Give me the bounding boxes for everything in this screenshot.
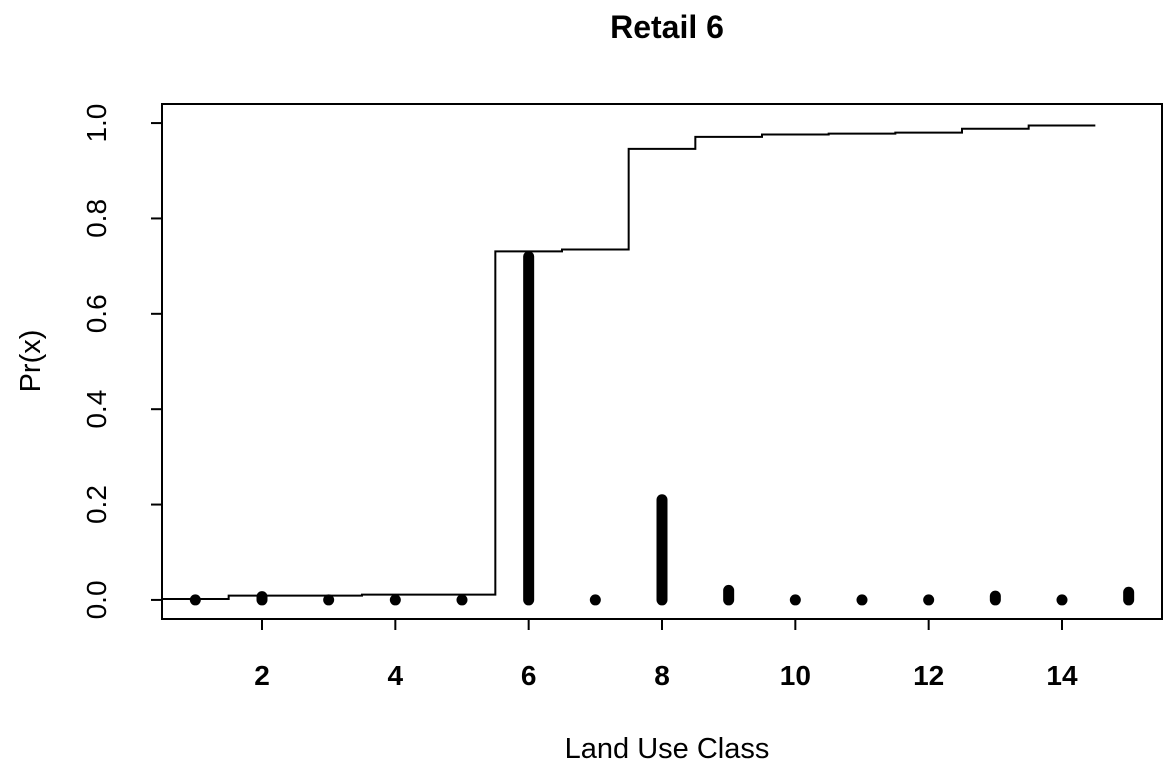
y-tick-label: 0.8 [81,199,112,238]
y-tick-label: 0.4 [81,390,112,429]
x-tick-label: 8 [654,660,670,691]
point-stacks-series [189,251,1135,606]
x-tick-label: 2 [254,660,270,691]
y-tick-label: 1.0 [81,104,112,143]
x-tick-label: 6 [521,660,537,691]
cumulative-step-line [162,124,1096,600]
x-tick-label: 4 [388,660,404,691]
y-axis-label: Pr(x) [15,330,47,393]
x-tick-label: 12 [913,660,944,691]
y-tick-label: 0.0 [81,580,112,619]
y-tick-label: 0.2 [81,485,112,524]
y-tick-label: 0.6 [81,294,112,333]
x-tick-label: 14 [1046,660,1078,691]
point-mark [589,594,601,606]
point-mark [789,594,801,606]
point-mark [923,594,935,606]
y-axis: 0.0 0.2 0.4 0.6 0.8 1.0 [81,104,162,619]
point-mark [389,594,401,606]
point-mark [1056,594,1068,606]
point-mark [323,594,335,606]
point-mark [856,594,868,606]
x-axis: 2 4 6 8 10 12 14 [254,619,1078,691]
x-axis-label: Land Use Class [565,733,770,765]
x-tick-label: 10 [780,660,811,691]
point-mark [456,594,468,606]
chart-title: Retail 6 [610,9,724,45]
